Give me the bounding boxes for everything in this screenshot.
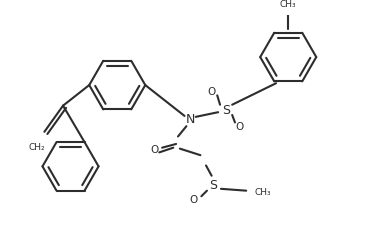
- Text: O: O: [235, 122, 244, 132]
- Text: N: N: [185, 113, 195, 126]
- Text: S: S: [210, 178, 217, 192]
- Text: O: O: [190, 195, 198, 205]
- Text: S: S: [222, 104, 230, 117]
- Text: O: O: [151, 144, 159, 154]
- Text: O: O: [207, 87, 216, 97]
- Text: CH₃: CH₃: [280, 0, 296, 10]
- Text: CH₃: CH₃: [255, 188, 271, 197]
- Text: CH₂: CH₂: [28, 143, 45, 152]
